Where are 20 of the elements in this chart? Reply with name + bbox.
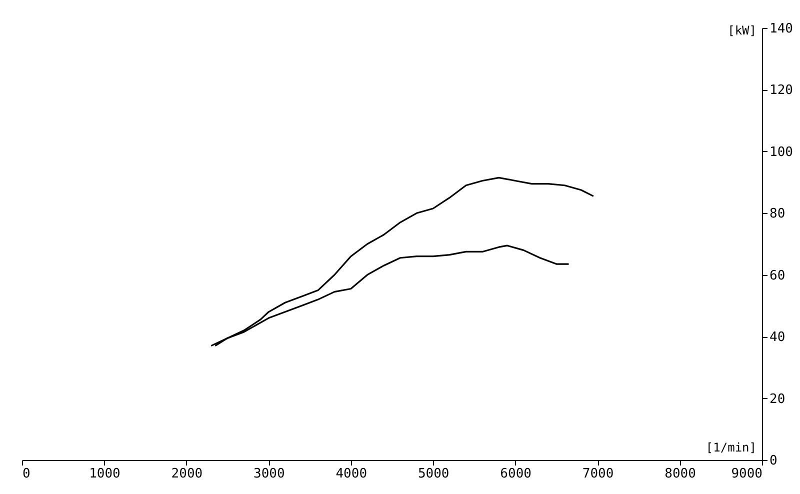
y-tick-label: 140 (770, 22, 793, 36)
y-tick-label: 120 (770, 83, 793, 98)
y-tick-label: 20 (770, 392, 786, 407)
x-tick-label: 9000 (731, 466, 762, 482)
x-tick-label: 3000 (254, 466, 285, 482)
x-tick-label: 0 (22, 466, 30, 482)
x-tick-label: 6000 (500, 466, 532, 482)
x-tick-label: 7000 (582, 466, 614, 482)
y-tick-label: 40 (770, 330, 786, 346)
x-tick-label: 2000 (171, 466, 203, 482)
y-axis-title: [kW] (728, 24, 756, 38)
y-tick-label: 0 (770, 454, 778, 468)
x-tick-label: 5000 (418, 466, 450, 482)
x-tick-label: 4000 (336, 466, 368, 482)
y-tick-label: 100 (770, 144, 793, 160)
y-tick-label: 80 (770, 206, 786, 222)
x-axis-title: [1/min] (706, 440, 756, 454)
y-tick-label: 60 (770, 268, 786, 284)
x-tick-label: 1000 (89, 466, 120, 482)
x-tick-label: 8000 (664, 466, 696, 482)
